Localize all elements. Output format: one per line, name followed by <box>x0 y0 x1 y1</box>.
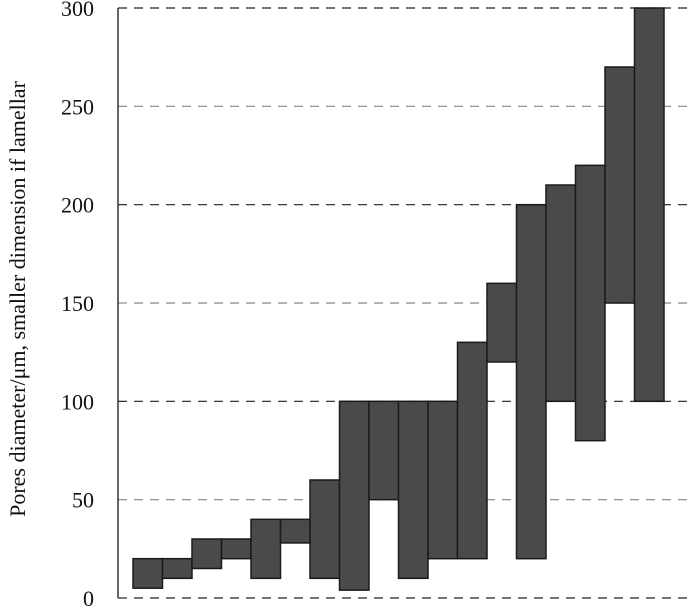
range-bar <box>250 518 282 580</box>
range-bar <box>161 557 193 580</box>
y-tick-label: 250 <box>61 94 94 119</box>
range-bar <box>220 538 252 560</box>
range-bar <box>486 282 518 363</box>
y-tick-label: 100 <box>61 389 94 414</box>
y-tick-label: 50 <box>72 488 94 513</box>
range-bar <box>515 203 547 560</box>
y-axis-title: Pores diameter/μm, smaller dimension if … <box>5 80 30 516</box>
range-bar <box>545 184 577 403</box>
range-bar <box>574 164 606 442</box>
range-bars <box>132 7 665 591</box>
range-bar <box>309 479 341 580</box>
y-tick-label: 200 <box>61 193 94 218</box>
range-bar <box>338 400 370 591</box>
range-bar <box>132 557 164 589</box>
y-tick-label: 150 <box>61 291 94 316</box>
y-tick-label: 300 <box>61 0 94 21</box>
y-tick-labels: 0 50 100 150 200 250 300 <box>61 0 94 609</box>
range-bar <box>456 341 488 560</box>
range-bar <box>191 538 223 570</box>
range-bar <box>604 66 636 304</box>
range-bar <box>368 400 400 501</box>
range-bar <box>633 7 665 403</box>
y-tick-label: 0 <box>83 586 94 609</box>
range-bar <box>279 518 311 544</box>
range-bar <box>427 400 459 560</box>
range-bar <box>397 400 429 580</box>
